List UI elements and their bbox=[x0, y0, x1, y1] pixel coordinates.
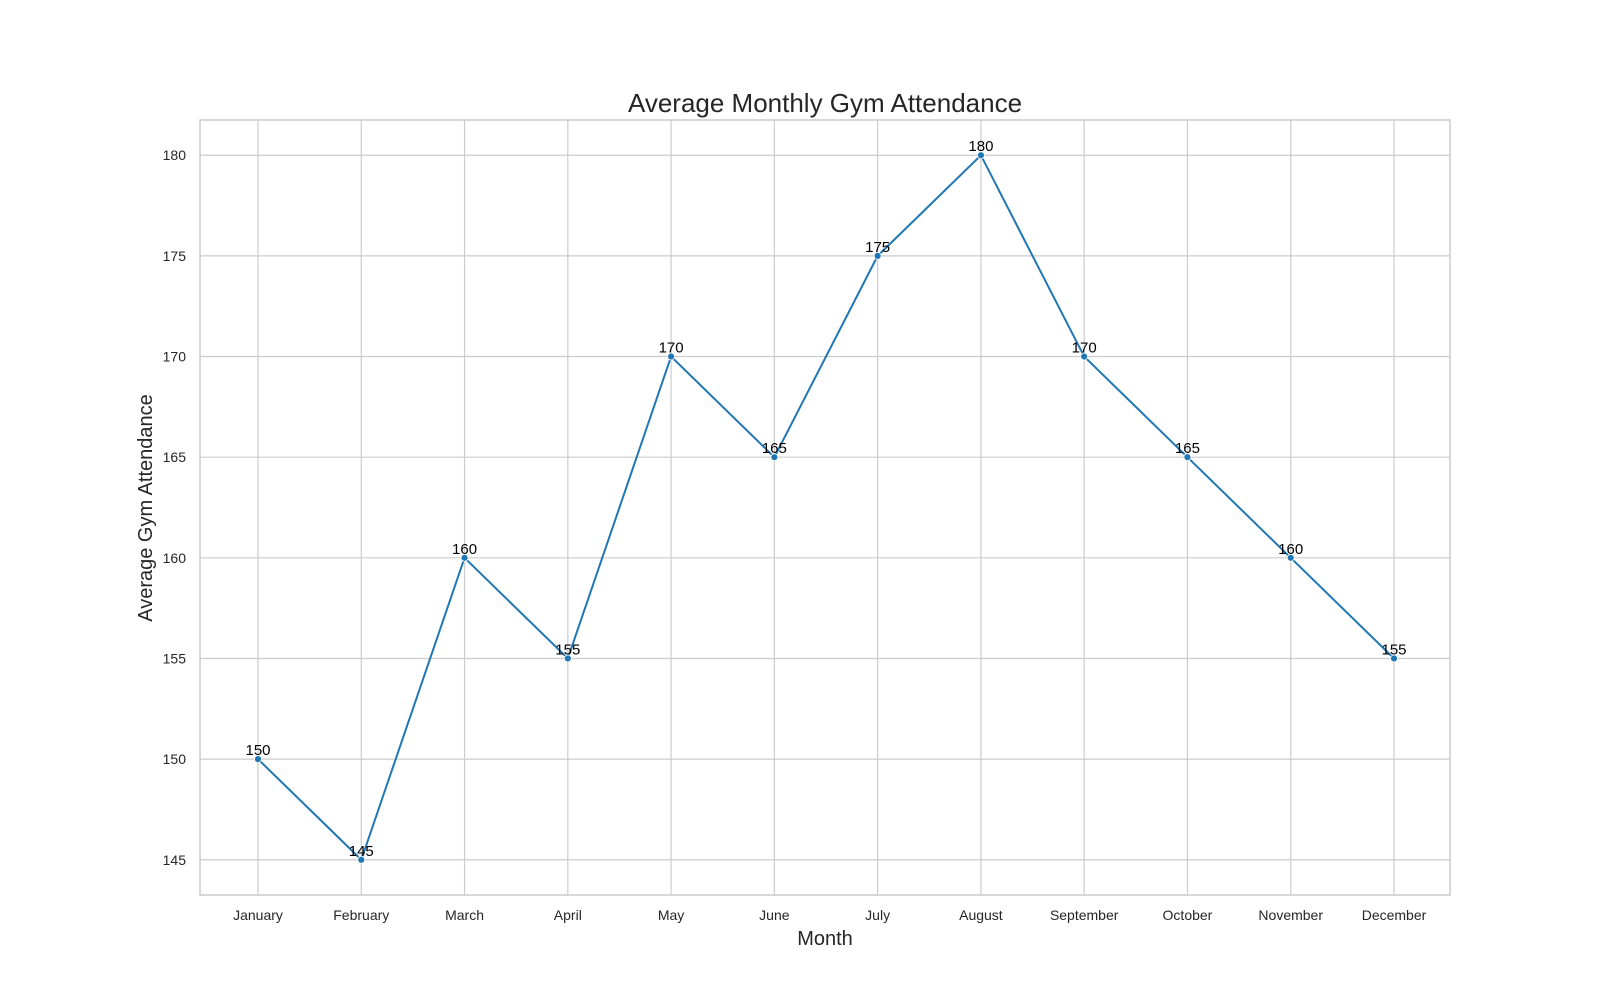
x-tick-label: February bbox=[333, 907, 389, 923]
x-tick-label: July bbox=[865, 907, 890, 923]
data-point bbox=[1286, 553, 1295, 562]
data-label: 150 bbox=[245, 742, 270, 759]
x-tick-label: November bbox=[1258, 907, 1323, 923]
y-tick-label: 155 bbox=[163, 650, 187, 666]
x-tick-label: May bbox=[658, 907, 684, 923]
y-tick-label: 165 bbox=[163, 449, 187, 465]
y-tick-label: 150 bbox=[163, 751, 187, 767]
data-label: 170 bbox=[659, 340, 684, 357]
chart-title: Average Monthly Gym Attendance bbox=[628, 88, 1022, 118]
y-axis-label: Average Gym Attendance bbox=[135, 394, 157, 622]
x-tick-label: January bbox=[233, 907, 283, 923]
y-tick-label: 160 bbox=[163, 550, 187, 566]
series-layer: 150 145 160 155 170 165 175 180 170 165 160 155 bbox=[245, 138, 1407, 864]
data-point bbox=[254, 755, 262, 764]
data-point bbox=[460, 553, 469, 562]
data-point bbox=[873, 251, 882, 260]
data-label: 160 bbox=[452, 541, 477, 558]
data-point bbox=[667, 352, 675, 361]
x-axis-label: Month bbox=[797, 928, 853, 950]
y-tick-label: 180 bbox=[163, 147, 187, 163]
data-point bbox=[770, 453, 779, 462]
data-point bbox=[1080, 352, 1089, 361]
x-tick-label: September bbox=[1050, 907, 1119, 923]
data-point bbox=[563, 654, 572, 663]
data-point bbox=[357, 855, 366, 864]
x-tick-label: October bbox=[1163, 907, 1213, 923]
grid-layer bbox=[200, 120, 1450, 895]
data-label: 155 bbox=[1381, 641, 1406, 658]
y-tick-label: 175 bbox=[163, 248, 187, 264]
x-tick-label: June bbox=[759, 907, 790, 923]
data-label: 145 bbox=[349, 843, 374, 860]
data-point bbox=[977, 151, 985, 160]
plot-frame bbox=[199, 119, 1451, 896]
data-label: 160 bbox=[1278, 541, 1303, 558]
series-line bbox=[257, 153, 1395, 862]
data-label: 180 bbox=[968, 138, 993, 155]
x-tick-label: April bbox=[554, 907, 582, 923]
y-tick-label: 145 bbox=[163, 852, 187, 868]
data-label: 155 bbox=[555, 641, 580, 658]
data-point bbox=[1183, 453, 1192, 462]
x-tick-label: August bbox=[959, 907, 1003, 923]
data-point bbox=[1390, 654, 1398, 663]
y-tick-label: 170 bbox=[163, 349, 187, 365]
data-label: 165 bbox=[1175, 440, 1200, 457]
data-label: 175 bbox=[865, 239, 890, 256]
data-label: 165 bbox=[762, 440, 787, 457]
ticks-layer: January February March April May June July Augu… bbox=[163, 147, 1427, 923]
x-tick-label: March bbox=[445, 907, 484, 923]
x-tick-label: December bbox=[1362, 907, 1427, 923]
data-label: 170 bbox=[1072, 340, 1097, 357]
